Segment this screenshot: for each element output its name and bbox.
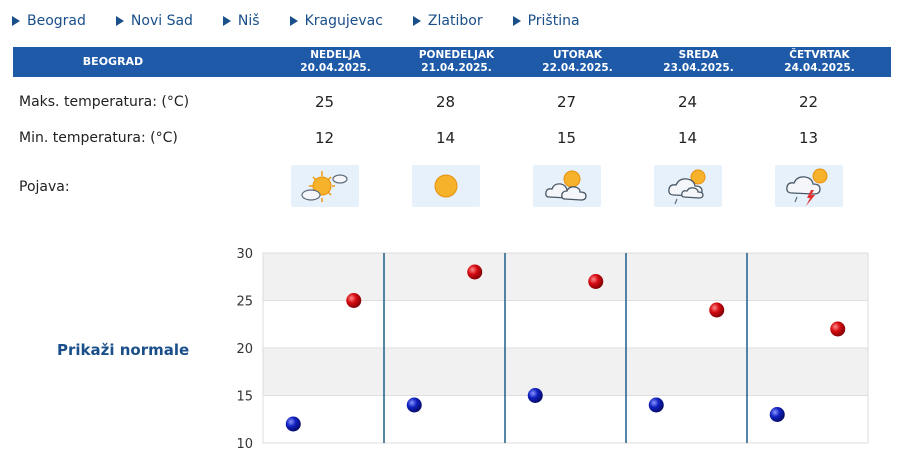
y-tick-label: 10 (236, 437, 253, 452)
y-tick-label: 20 (236, 342, 253, 357)
forecast-header: BEOGRAD NEDELJA 20.04.2025. PONEDELJAK 21.… (13, 47, 891, 77)
chart-band (263, 348, 868, 396)
day-date: 20.04.2025. (300, 62, 371, 74)
min-temp-day-3: 15 (556, 129, 577, 147)
min-temp-day-5: 13 (798, 129, 819, 147)
max-point (346, 293, 362, 308)
tab-pristina[interactable]: Priština (512, 13, 580, 29)
weather-day-2 (412, 165, 480, 207)
chart-band (263, 253, 868, 301)
cloud-rain-sun-icon (668, 169, 706, 205)
city-tabs: Beograd Novi Sad Niš Kragujevac Zlatibor… (12, 10, 610, 32)
day-date: 23.04.2025. (663, 62, 734, 74)
tab-nis[interactable]: Niš (222, 13, 260, 29)
triangle-right-icon (412, 16, 421, 26)
max-point (709, 302, 725, 318)
header-city: BEOGRAD (82, 55, 144, 68)
triangle-right-icon (512, 16, 521, 26)
tab-novi-sad[interactable]: Novi Sad (115, 13, 193, 29)
triangle-right-icon (222, 16, 231, 26)
sun-icon (434, 174, 458, 198)
min-point (648, 397, 664, 413)
max-temp-day-3: 27 (556, 93, 577, 111)
min-point (285, 416, 301, 432)
sun-cloud-icon (301, 171, 348, 202)
triangle-right-icon (115, 16, 124, 26)
weather-day-3 (533, 165, 601, 207)
plot-border (262, 252, 869, 444)
show-normals-link[interactable]: Prikaži normale (57, 341, 190, 359)
max-temp-day-1: 25 (314, 93, 335, 111)
tab-label: Kragujevac (304, 13, 383, 29)
max-temp-day-5: 22 (798, 93, 819, 111)
chart-band (263, 300, 868, 348)
day-date: 21.04.2025. (421, 62, 492, 74)
min-temp-day-1: 12 (314, 129, 335, 147)
y-tick-label: 15 (236, 390, 253, 405)
max-temp-day-4: 24 (677, 93, 698, 111)
day-name: NEDELJA (310, 49, 361, 61)
thunderstorm-icon (786, 168, 828, 206)
tab-label: Priština (527, 13, 580, 29)
tab-label: Novi Sad (130, 13, 193, 29)
max-temp-label: Maks. temperatura: (°C) (19, 94, 190, 110)
y-tick-label: 25 (236, 295, 253, 310)
day-name: ČETVRTAK (789, 49, 850, 61)
triangle-right-icon (12, 16, 20, 26)
weather-day-1 (291, 165, 359, 207)
cloud-sun-icon (545, 170, 587, 201)
header-day-5: ČETVRTAK 24.04.2025. (759, 49, 880, 75)
header-day-2: PONEDELJAK 21.04.2025. (396, 49, 517, 75)
day-date: 22.04.2025. (542, 62, 613, 74)
day-date: 24.04.2025. (784, 62, 855, 74)
header-day-1: NEDELJA 20.04.2025. (275, 49, 396, 75)
day-name: UTORAK (553, 49, 602, 61)
tab-beograd[interactable]: Beograd (12, 13, 86, 29)
max-temp-day-2: 28 (435, 93, 456, 111)
day-name: SREDA (678, 49, 719, 61)
tab-label: Niš (237, 13, 260, 29)
tab-label: Beograd (27, 13, 86, 29)
temperature-chart: 30 25 20 15 10 (236, 247, 869, 452)
min-temp-label: Min. temperatura: (°C) (19, 130, 178, 146)
tab-label: Zlatibor (427, 13, 483, 29)
triangle-right-icon (289, 16, 298, 26)
chart-band (263, 395, 868, 443)
tab-kragujevac[interactable]: Kragujevac (289, 13, 383, 29)
min-point (527, 388, 543, 403)
weather-day-4 (654, 165, 722, 207)
min-point (406, 397, 422, 413)
min-temp-day-4: 14 (677, 129, 698, 147)
min-point (769, 407, 785, 422)
day-name: PONEDELJAK (418, 49, 495, 61)
header-day-3: UTORAK 22.04.2025. (517, 49, 638, 75)
phenomenon-label: Pojava: (19, 179, 70, 195)
weather-day-5 (775, 165, 843, 207)
min-temp-day-2: 14 (435, 129, 456, 147)
max-point (588, 274, 604, 289)
max-point (467, 264, 483, 280)
tab-zlatibor[interactable]: Zlatibor (412, 13, 483, 29)
max-point (830, 321, 846, 337)
header-day-4: SREDA 23.04.2025. (638, 49, 759, 75)
y-tick-label: 30 (236, 247, 253, 262)
